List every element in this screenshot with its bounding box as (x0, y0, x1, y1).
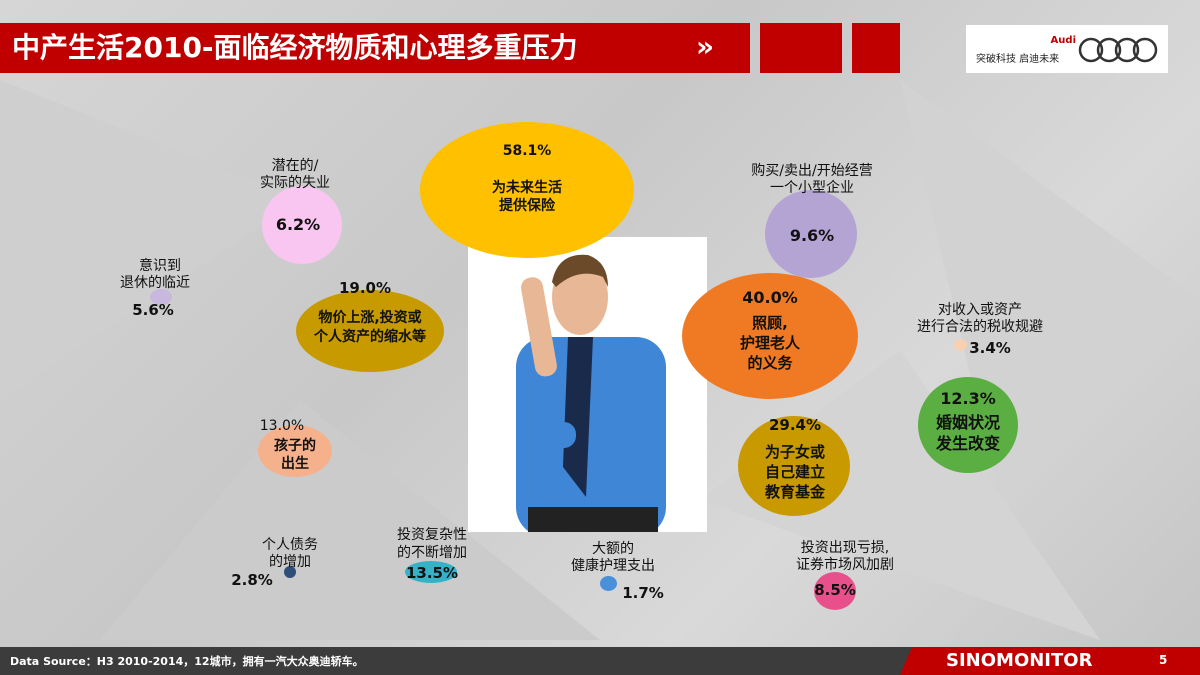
bubble-business (765, 190, 857, 278)
footer-brand: SINOMONITOR (946, 650, 1093, 671)
decor-block (760, 23, 842, 73)
stressed-man-photo (468, 237, 707, 532)
label-unemployment: 潜在的/ (271, 158, 319, 174)
audi-rings-icon (1078, 37, 1158, 63)
label-debt: 个人债务 (262, 537, 318, 553)
label-education-2: 自己建立 (764, 463, 826, 481)
label-marriage: 婚姻状况 (935, 413, 1001, 432)
bubble-debt (284, 566, 296, 578)
label-elderly-care-3: 的义务 (747, 354, 793, 372)
page-title: 中产生活2010-面临经济物质和心理多重压力 (0, 23, 750, 73)
label-elderly-care: 照顾, (752, 314, 788, 332)
label-inflation: 物价上涨,投资或 (318, 310, 422, 326)
label-investment-loss: 投资出现亏损, (800, 540, 890, 556)
label-childbirth: 孩子的 (274, 438, 316, 454)
value-unemployment: 6.2% (275, 215, 321, 234)
label-healthcare-2: 健康护理支出 (571, 558, 655, 574)
label-childbirth-2: 出生 (281, 456, 309, 472)
value-inflation: 19.0% (338, 279, 392, 297)
bubble-unemployment (262, 186, 342, 264)
bubble-marriage (918, 377, 1018, 473)
logo-slogan: 突破科技 启迪未来 (976, 54, 1060, 65)
label-insurance-2: 提供保险 (499, 198, 555, 214)
footer-red-band (900, 647, 1200, 675)
value-investment-complexity: 13.5% (405, 564, 459, 582)
value-healthcare: 1.7% (622, 584, 664, 602)
label-debt-2: 的增加 (269, 554, 311, 570)
label-elderly-care-2: 护理老人 (739, 334, 801, 352)
value-retirement: 5.6% (132, 301, 174, 319)
bubble-tax (954, 339, 967, 351)
value-business: 9.6% (789, 226, 835, 245)
bubble-insurance (420, 122, 634, 258)
bubble-inflation (296, 290, 444, 372)
logo-brand: Audi (1050, 35, 1076, 46)
label-inflation-2: 个人资产的缩水等 (314, 329, 426, 345)
footer: Data Source：H3 2010-2014，12城市，拥有一汽大众奥迪轿车… (0, 647, 1200, 675)
value-debt: 2.8% (231, 571, 273, 589)
bubble-childbirth (258, 425, 332, 477)
page-number: 5 (1159, 653, 1168, 667)
bubble-retirement (150, 289, 172, 305)
value-childbirth: 13.0% (259, 418, 305, 434)
label-investment-complexity: 投资复杂性 (397, 527, 467, 543)
value-insurance: 58.1% (502, 143, 552, 159)
label-education-3: 教育基金 (764, 483, 826, 501)
data-source: Data Source：H3 2010-2014，12城市，拥有一汽大众奥迪轿车… (10, 655, 364, 668)
bubble-investment-complexity (405, 561, 457, 583)
label-business: 购买/卖出/开始经营 (751, 163, 873, 179)
label-investment-complexity-2: 的不断增加 (397, 545, 467, 561)
bubble-healthcare (600, 576, 617, 591)
label-retirement-2: 退休的临近 (120, 275, 190, 291)
chevron-icon: » (696, 30, 715, 63)
label-healthcare: 大额的 (592, 541, 634, 557)
value-investment-loss: 8.5% (814, 581, 856, 599)
value-elderly-care: 40.0% (742, 288, 798, 307)
bubble-investment-loss (814, 572, 856, 610)
audi-logo: Audi 突破科技 启迪未来 (966, 25, 1168, 73)
decor-block (852, 23, 900, 73)
label-insurance: 为未来生活 (492, 180, 562, 196)
value-tax: 3.4% (969, 339, 1011, 357)
bubble-education (738, 416, 850, 516)
label-education: 为子女或 (764, 443, 826, 461)
value-marriage: 12.3% (940, 389, 996, 408)
label-retirement: 意识到 (139, 258, 181, 274)
label-marriage-2: 发生改变 (935, 434, 1001, 453)
label-tax: 对收入或资产 (938, 302, 1022, 318)
label-tax-2: 进行合法的税收规避 (917, 319, 1043, 335)
label-investment-loss-2: 证券市场风加剧 (796, 557, 894, 573)
value-education: 29.4% (768, 416, 822, 434)
bubble-elderly-care (682, 273, 858, 399)
label-unemployment-2: 实际的失业 (260, 175, 330, 191)
label-business-2: 一个小型企业 (770, 180, 854, 196)
